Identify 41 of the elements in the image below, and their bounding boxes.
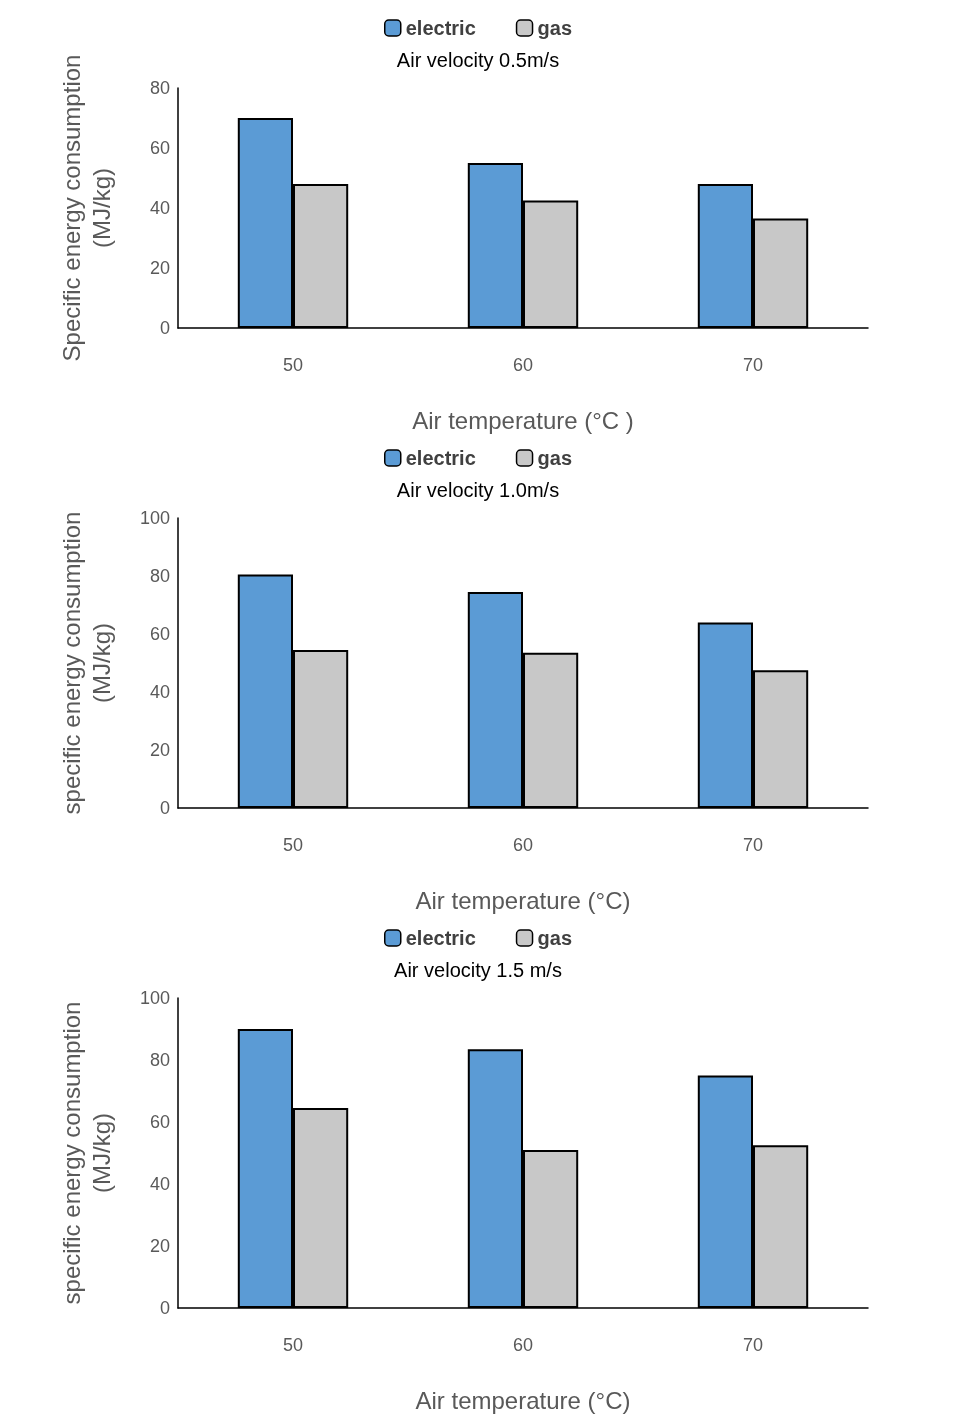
y-tick-label: 100 <box>139 508 170 528</box>
text: Air velocity 0.5m/s <box>396 49 560 71</box>
y-tick-label: 0 <box>159 1298 170 1318</box>
y-tick-label: 100 <box>139 988 170 1008</box>
y-axis-title: Specific energy consumption (MJ/kg) <box>57 54 115 362</box>
legend-label: electric <box>405 927 476 949</box>
y-tick-label: 0 <box>159 318 170 338</box>
legend-label: gas <box>537 447 573 469</box>
y-tick-label: 40 <box>149 682 170 702</box>
y-tick-label: 80 <box>149 1050 170 1070</box>
x-tick-label: 50 <box>282 355 304 375</box>
legend-label: gas <box>537 927 573 949</box>
legend-label: electric <box>405 447 476 469</box>
y-tick-label: 20 <box>149 258 170 278</box>
text: Air velocity 1.5 m/s <box>394 959 562 981</box>
y-axis-title: specific energy consumption (MJ/kg) <box>57 511 115 815</box>
text: Air velocity 1.0m/s <box>396 479 560 501</box>
y-tick-label: 40 <box>149 198 170 218</box>
x-tick-label: 50 <box>282 1335 304 1355</box>
y-tick-label: 0 <box>159 798 170 818</box>
y-tick-label: 20 <box>149 740 170 760</box>
y-tick-label: 60 <box>149 1112 170 1132</box>
x-tick-label: 70 <box>742 835 764 855</box>
x-axis-title: Air temperature (°C) <box>415 1386 631 1414</box>
x-tick-label: 60 <box>512 1335 534 1355</box>
y-tick-label: 60 <box>149 624 170 644</box>
legend-label: electric <box>405 17 476 39</box>
y-tick-label: 20 <box>149 1236 170 1256</box>
y-tick-label: 80 <box>149 78 170 98</box>
x-tick-label: 60 <box>512 355 534 375</box>
y-tick-label: 40 <box>149 1174 170 1194</box>
legend-label: gas <box>537 17 573 39</box>
x-tick-label: 70 <box>742 355 764 375</box>
y-tick-label: 80 <box>149 566 170 586</box>
y-tick-label: 60 <box>149 138 170 158</box>
x-axis-title: Air temperature (°C ) <box>412 406 634 434</box>
y-axis-title: specific energy consumption (MJ/kg) <box>57 1001 115 1305</box>
x-tick-label: 60 <box>512 835 534 855</box>
x-axis-title: Air temperature (°C) <box>415 886 631 914</box>
x-tick-label: 70 <box>742 1335 764 1355</box>
x-tick-label: 50 <box>282 835 304 855</box>
